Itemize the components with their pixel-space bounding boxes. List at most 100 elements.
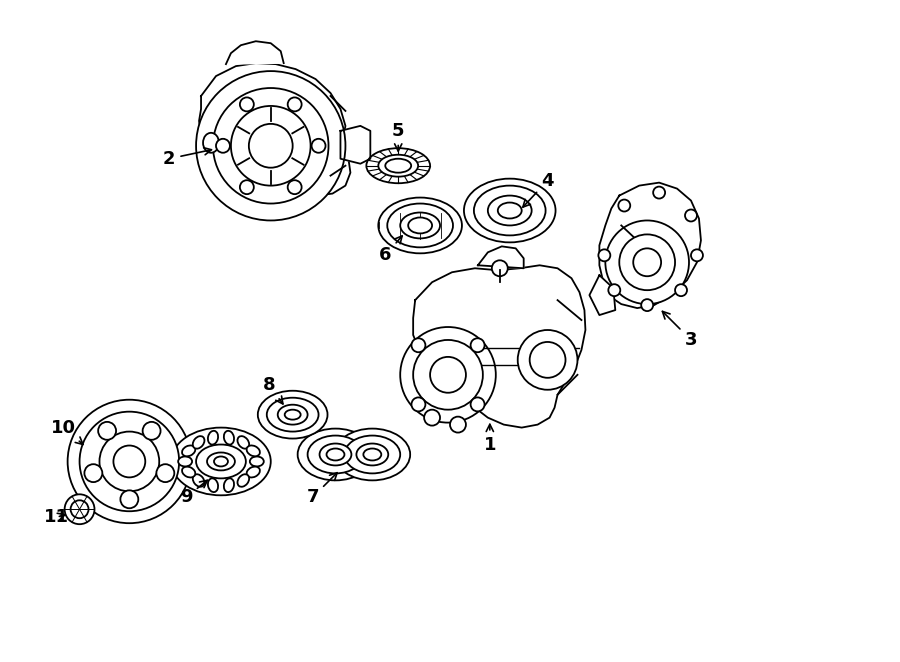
- Circle shape: [653, 187, 665, 199]
- Ellipse shape: [257, 391, 328, 438]
- Circle shape: [248, 124, 292, 167]
- Circle shape: [70, 500, 88, 518]
- Ellipse shape: [356, 444, 388, 465]
- Circle shape: [113, 446, 145, 477]
- Ellipse shape: [488, 195, 532, 226]
- Polygon shape: [590, 275, 616, 315]
- Text: 11: 11: [44, 508, 69, 526]
- Circle shape: [98, 422, 116, 440]
- Polygon shape: [599, 183, 701, 308]
- Text: 1: 1: [483, 424, 496, 453]
- Ellipse shape: [266, 398, 319, 432]
- Circle shape: [450, 416, 466, 432]
- Circle shape: [240, 97, 254, 111]
- Text: 3: 3: [662, 311, 698, 349]
- Ellipse shape: [238, 474, 249, 487]
- Text: 9: 9: [180, 481, 207, 506]
- Ellipse shape: [238, 436, 249, 449]
- Circle shape: [196, 71, 346, 220]
- Circle shape: [606, 220, 689, 304]
- Ellipse shape: [498, 203, 522, 218]
- Circle shape: [691, 250, 703, 261]
- Circle shape: [411, 397, 426, 411]
- Ellipse shape: [278, 404, 308, 424]
- Text: 2: 2: [163, 148, 212, 167]
- Circle shape: [424, 410, 440, 426]
- Circle shape: [619, 234, 675, 290]
- Ellipse shape: [182, 446, 195, 456]
- Polygon shape: [199, 63, 350, 197]
- Ellipse shape: [208, 431, 218, 445]
- Ellipse shape: [298, 428, 374, 481]
- Circle shape: [85, 464, 103, 482]
- Circle shape: [413, 340, 483, 410]
- Ellipse shape: [196, 444, 246, 479]
- Ellipse shape: [320, 444, 351, 465]
- Ellipse shape: [224, 431, 234, 445]
- Ellipse shape: [214, 457, 228, 467]
- Ellipse shape: [335, 428, 410, 481]
- Ellipse shape: [345, 436, 400, 473]
- Circle shape: [430, 357, 466, 393]
- Polygon shape: [478, 246, 524, 268]
- Ellipse shape: [409, 218, 432, 234]
- Text: 8: 8: [263, 376, 283, 404]
- Circle shape: [518, 330, 578, 390]
- Text: 7: 7: [306, 473, 338, 506]
- Polygon shape: [340, 126, 370, 164]
- Circle shape: [213, 88, 328, 203]
- Circle shape: [68, 400, 191, 523]
- Circle shape: [142, 422, 160, 440]
- Circle shape: [400, 327, 496, 422]
- Ellipse shape: [171, 428, 271, 495]
- Circle shape: [471, 397, 484, 411]
- Circle shape: [411, 338, 426, 352]
- Ellipse shape: [182, 467, 195, 477]
- Polygon shape: [226, 41, 284, 64]
- Ellipse shape: [385, 159, 411, 173]
- Circle shape: [634, 248, 661, 276]
- Circle shape: [121, 491, 139, 508]
- Circle shape: [491, 260, 508, 276]
- Ellipse shape: [250, 457, 264, 467]
- Circle shape: [240, 180, 254, 194]
- Circle shape: [618, 199, 630, 211]
- Ellipse shape: [193, 474, 204, 487]
- Ellipse shape: [284, 410, 301, 420]
- Ellipse shape: [203, 133, 219, 153]
- Circle shape: [641, 299, 653, 311]
- Text: 4: 4: [523, 171, 554, 207]
- Ellipse shape: [178, 457, 192, 467]
- Circle shape: [608, 284, 620, 296]
- Text: 6: 6: [379, 236, 402, 264]
- Ellipse shape: [193, 436, 204, 449]
- Ellipse shape: [208, 479, 218, 492]
- Ellipse shape: [378, 155, 419, 177]
- Ellipse shape: [327, 448, 345, 461]
- Ellipse shape: [474, 185, 545, 236]
- Ellipse shape: [400, 213, 440, 238]
- Polygon shape: [413, 265, 585, 428]
- Ellipse shape: [364, 448, 382, 461]
- Circle shape: [288, 97, 302, 111]
- Circle shape: [598, 250, 610, 261]
- Text: 10: 10: [51, 418, 83, 444]
- Circle shape: [675, 284, 687, 296]
- Ellipse shape: [224, 479, 234, 492]
- Circle shape: [311, 139, 326, 153]
- Circle shape: [157, 464, 175, 482]
- Ellipse shape: [247, 446, 260, 456]
- Ellipse shape: [387, 203, 453, 248]
- Circle shape: [530, 342, 565, 378]
- Text: 5: 5: [392, 122, 404, 151]
- Ellipse shape: [464, 179, 555, 242]
- Circle shape: [79, 412, 179, 511]
- Circle shape: [100, 432, 159, 491]
- Circle shape: [471, 338, 484, 352]
- Ellipse shape: [308, 436, 364, 473]
- Circle shape: [65, 495, 94, 524]
- Circle shape: [288, 180, 302, 194]
- Ellipse shape: [207, 453, 235, 471]
- Ellipse shape: [378, 197, 462, 254]
- Circle shape: [231, 106, 310, 185]
